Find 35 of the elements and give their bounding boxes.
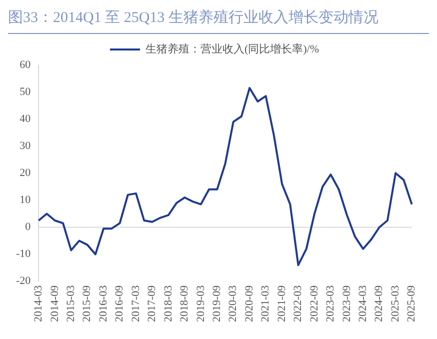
x-tick-label: 2015-09 [81,284,94,322]
legend-label: 生猪养殖：营业收入(同比增长率)/% [145,42,320,56]
x-tick-label: 2022-03 [292,284,304,322]
x-tick-label: 2015-03 [65,284,77,322]
x-tick-label: 2025-09 [406,284,418,322]
x-tick-label: 2016-09 [114,284,126,322]
x-tick-label: 2019-09 [211,284,224,322]
x-tick-label: 2023-03 [324,284,337,322]
x-tick-label: 2022-09 [308,284,320,322]
x-tick-label: 2018-09 [178,284,191,322]
y-tick-label: 10 [20,194,32,206]
x-tick-label: 2021-03 [260,284,272,322]
x-tick-label: 2021-09 [276,284,288,322]
y-tick-label: 50 [20,86,32,98]
y-tick-label: -20 [16,275,32,288]
y-tick-label: -10 [16,248,32,260]
y-tick-label: 30 [20,140,32,152]
y-tick-label: 40 [20,112,32,125]
x-tick-label: 2025-03 [389,284,402,322]
x-tick-label: 2014-03 [32,284,45,322]
x-tick-label: 2016-03 [97,284,110,322]
x-tick-label: 2020-03 [227,284,240,322]
y-tick-label: 20 [20,167,32,180]
x-tick-label: 2014-09 [48,284,61,322]
chart-title: 图33：2014Q1 至 25Q13 生猪养殖行业收入增长变动情况 [8,8,429,34]
x-tick-label: 2023-09 [340,284,353,322]
x-tick-label: 2017-09 [146,284,158,322]
x-tick-label: 2018-03 [162,284,174,322]
x-tick-label: 2020-09 [243,284,256,322]
x-tick-label: 2019-03 [194,284,207,322]
x-tick-label: 2017-03 [130,284,142,322]
y-tick-label: 60 [20,58,32,71]
y-tick-label: 0 [25,221,32,234]
x-tick-label: 2024-09 [373,284,386,322]
x-tick-label: 2024-03 [357,284,370,322]
